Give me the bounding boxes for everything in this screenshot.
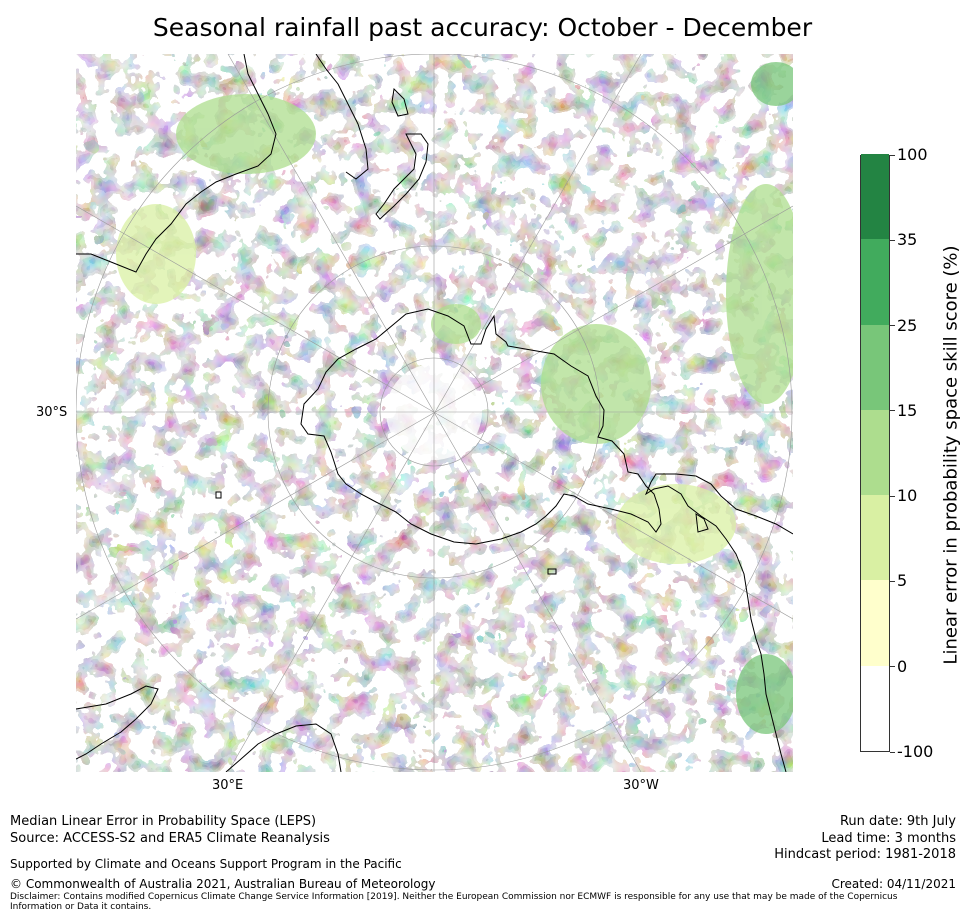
colorbar-segment [861, 580, 889, 666]
lon-label-30w: 30°W [623, 778, 659, 793]
map-title: Seasonal rainfall past accuracy: October… [152, 13, 813, 42]
colorbar-tick-label: 15 [897, 400, 918, 420]
map-canvas [76, 54, 793, 772]
graticule [76, 54, 793, 772]
colorbar-tick-label: 5 [897, 571, 908, 591]
colorbar-tick [890, 666, 895, 668]
disclaimer-line-1: Disclaimer: Contains modified Copernicus… [10, 892, 898, 902]
colorbar-segment [861, 495, 889, 581]
colorbar-tick [890, 154, 895, 156]
africa-coast [76, 685, 159, 760]
colorbar-tick [890, 495, 895, 497]
run-date: Run date: 9th July [839, 814, 956, 829]
colorbar-segment [861, 154, 889, 240]
colorbar-tick-label: 25 [897, 315, 918, 335]
colorbar-tick [890, 580, 895, 582]
footer-method: Median Linear Error in Probability Space… [10, 814, 317, 829]
colorbar-segment [861, 324, 889, 410]
colorbar-tick [890, 410, 895, 412]
created-date: Created: 04/11/2021 [831, 877, 956, 891]
footer-source: Source: ACCESS-S2 and ERA5 Climate Reana… [10, 831, 330, 846]
antarctica-coast [300, 308, 662, 545]
disclaimer-line-2: Information or Data it contains. [10, 902, 152, 912]
polar-map [76, 54, 793, 772]
colorbar-segment [861, 239, 889, 325]
australia-coast [76, 54, 277, 273]
colorbar-tick-label: 10 [897, 486, 918, 506]
colorbar-segment [861, 409, 889, 496]
colorbar-tick-label: 35 [897, 230, 918, 250]
colorbar-tick-label: 100 [897, 145, 928, 164]
colorbar-tick [890, 239, 895, 241]
colorbar-title: Linear error in probability space skill … [940, 245, 962, 665]
coastlines [76, 54, 793, 772]
footer-disclaimer: Disclaimer: Contains modified Copernicus… [10, 892, 940, 912]
hindcast-period: Hindcast period: 1981-2018 [774, 847, 956, 862]
footer-supported: Supported by Climate and Oceans Support … [10, 857, 402, 871]
higher-skill-regions [116, 62, 793, 734]
south-america-coast [644, 473, 793, 772]
footer-copyright: © Commonwealth of Australia 2021, Austra… [10, 877, 436, 891]
colorbar-tick [890, 325, 895, 327]
colorbar-tick [890, 751, 895, 753]
lon-label-30e: 30°E [212, 778, 244, 793]
colorbar-tick-label: 0 [897, 656, 908, 676]
colorbar [860, 154, 890, 752]
colorbar-segment [861, 665, 889, 751]
new-zealand-coast [375, 133, 429, 220]
lat-label-30s: 30°S [36, 405, 68, 420]
colorbar-tick-label: -100 [897, 742, 934, 761]
lead-time: Lead time: 3 months [821, 831, 956, 846]
